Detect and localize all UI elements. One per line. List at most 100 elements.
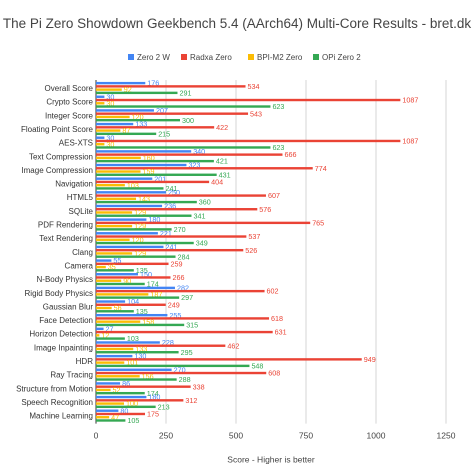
data-label: 282 <box>177 283 189 292</box>
bar <box>96 146 271 149</box>
bar <box>96 306 112 310</box>
data-label: 30 <box>106 92 114 101</box>
bar <box>96 344 226 347</box>
data-label: 255 <box>169 311 181 320</box>
data-label: 949 <box>364 355 376 364</box>
bar <box>96 211 133 214</box>
data-label: 338 <box>193 382 205 391</box>
bar <box>96 132 157 136</box>
data-label: 92 <box>124 85 132 94</box>
bar <box>96 412 145 416</box>
bar <box>96 112 249 115</box>
bar <box>96 118 180 122</box>
data-label: 607 <box>268 191 280 200</box>
data-label: 215 <box>158 129 170 138</box>
category-label: AES-XTS <box>59 139 93 148</box>
bar <box>96 200 197 204</box>
category-label: Overall Score <box>45 84 94 93</box>
bar <box>96 126 215 129</box>
data-label: 156 <box>142 372 154 381</box>
bar <box>96 347 134 351</box>
category-label: Structure from Motion <box>16 384 93 393</box>
data-label: 623 <box>272 102 284 111</box>
bar <box>96 391 145 395</box>
bar <box>96 95 105 98</box>
x-tick-label: 0 <box>94 431 99 441</box>
data-label: 431 <box>219 170 231 179</box>
bar <box>96 102 105 105</box>
data-label: 52 <box>113 386 121 395</box>
data-label: 56 <box>114 304 122 313</box>
data-label: 270 <box>174 225 186 234</box>
data-label: 180 <box>148 215 160 224</box>
data-label: 631 <box>275 328 287 337</box>
data-label: 87 <box>122 126 130 135</box>
bar <box>96 262 169 266</box>
data-label: 201 <box>154 174 166 183</box>
data-label: 105 <box>127 416 139 425</box>
data-label: 623 <box>272 143 284 152</box>
data-label: 249 <box>168 300 180 309</box>
data-label: 295 <box>181 348 193 357</box>
data-label: 175 <box>147 410 159 419</box>
bar <box>96 150 192 153</box>
bar <box>96 252 133 255</box>
data-label: 312 <box>185 396 197 405</box>
bar <box>96 187 164 190</box>
data-label: 537 <box>248 232 260 241</box>
bar <box>96 122 134 126</box>
bar <box>96 136 105 139</box>
bar <box>96 358 362 361</box>
category-label: Clang <box>72 248 93 257</box>
bar <box>96 286 175 290</box>
category-label: Crypto Score <box>46 98 93 107</box>
data-label: 422 <box>216 123 228 132</box>
category-label: N-Body Physics <box>37 275 93 284</box>
data-label: 1087 <box>402 137 418 146</box>
category-label: PDF Rendering <box>38 221 93 230</box>
legend-swatch <box>181 54 187 60</box>
data-label: 174 <box>147 280 159 289</box>
bar <box>96 173 217 176</box>
data-label: 129 <box>134 249 146 258</box>
bar <box>96 395 147 399</box>
bar <box>96 177 153 180</box>
data-label: 129 <box>134 222 146 231</box>
bar <box>96 221 311 225</box>
data-label: 291 <box>179 88 191 97</box>
data-label: 340 <box>193 147 205 156</box>
bar <box>96 276 171 279</box>
bar <box>96 310 134 313</box>
data-label: 323 <box>188 161 200 170</box>
category-label: SQLite <box>69 207 94 216</box>
data-label: 341 <box>193 211 205 220</box>
bar <box>96 143 105 146</box>
category-label: Text Compression <box>29 152 93 161</box>
bar <box>96 368 172 371</box>
bar <box>96 371 267 375</box>
bar <box>96 402 124 405</box>
bar <box>96 81 146 85</box>
data-label: 765 <box>312 218 324 227</box>
category-label: Image Compression <box>21 166 93 175</box>
data-label: 315 <box>186 321 198 330</box>
legend-label: Radxa Zero <box>190 53 232 62</box>
bar <box>96 323 185 327</box>
data-label: 241 <box>165 184 177 193</box>
bar <box>96 296 180 299</box>
bar <box>96 327 104 331</box>
bar <box>96 293 149 296</box>
data-label: 104 <box>127 297 139 306</box>
bar <box>96 183 125 187</box>
data-label: 543 <box>250 109 262 118</box>
legend-label: OPi Zero 2 <box>322 53 361 62</box>
bar <box>96 228 172 231</box>
x-axis-label: Score - Higher is better <box>227 455 315 465</box>
bar <box>96 282 145 286</box>
data-label: 120 <box>132 113 144 122</box>
data-label: 270 <box>174 365 186 374</box>
data-label: 30 <box>106 133 114 142</box>
bar <box>96 269 134 272</box>
bar <box>96 248 244 252</box>
bar <box>96 204 163 208</box>
